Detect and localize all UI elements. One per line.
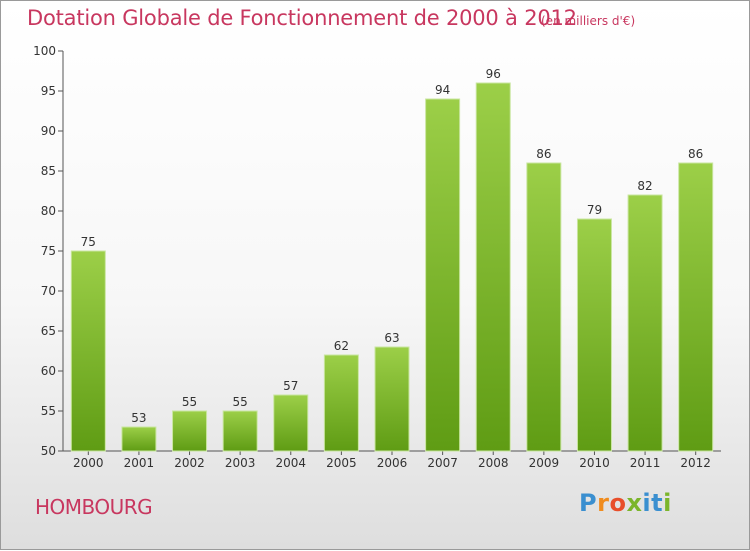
data-label-2007: 94 xyxy=(435,83,450,97)
y-tick-label: 55 xyxy=(41,404,56,418)
x-tick-label: 2001 xyxy=(124,456,155,470)
y-tick-label: 75 xyxy=(41,244,56,258)
x-tick-label: 2000 xyxy=(73,456,104,470)
data-label-2008: 96 xyxy=(486,67,501,81)
bar-2008 xyxy=(475,82,511,452)
data-label-2011: 82 xyxy=(637,179,652,193)
x-tick-label: 2010 xyxy=(579,456,610,470)
commune-name: HOMBOURG xyxy=(35,495,153,519)
bar-2007 xyxy=(425,98,461,452)
y-tick-label: 80 xyxy=(41,204,56,218)
data-label-2001: 53 xyxy=(131,411,146,425)
x-tick-label: 2012 xyxy=(680,456,711,470)
x-tick-label: 2009 xyxy=(529,456,560,470)
x-tick-label: 2003 xyxy=(225,456,256,470)
x-tick-label: 2005 xyxy=(326,456,357,470)
y-tick-label: 60 xyxy=(41,364,56,378)
chart-unit-note: (en milliers d'€) xyxy=(541,14,636,28)
logo-letter: x xyxy=(626,489,643,517)
bar-2006 xyxy=(374,346,410,452)
bar-2002 xyxy=(172,410,208,452)
logo-letter: t xyxy=(651,489,664,517)
data-label-2006: 63 xyxy=(384,331,399,345)
proxiti-logo[interactable]: Proxiti xyxy=(579,489,672,517)
logo-letter: i xyxy=(642,489,652,517)
logo-letter: r xyxy=(597,489,610,517)
x-tick-label: 2008 xyxy=(478,456,509,470)
bar-2011 xyxy=(627,194,663,452)
data-label-2009: 86 xyxy=(536,147,551,161)
chart-title: Dotation Globale de Fonctionnement de 20… xyxy=(27,6,577,30)
logo-letter: o xyxy=(609,489,627,517)
bar-2000 xyxy=(70,250,106,452)
x-tick-label: 2002 xyxy=(174,456,205,470)
chart-axes: 50 55 60 65 70 75 80 85 90 95 100 2000 2001 2002 2003 2… xyxy=(33,44,721,470)
bar-2012 xyxy=(678,162,714,452)
bar-2005 xyxy=(323,354,359,452)
bar-2009 xyxy=(526,162,562,452)
y-tick-label: 70 xyxy=(41,284,56,298)
data-label-2010: 79 xyxy=(587,203,602,217)
chart-labels: 75 53 55 55 57 62 63 94 96 86 79 82 86 xyxy=(81,67,704,425)
x-tick-label: 2006 xyxy=(377,456,408,470)
data-label-2005: 62 xyxy=(334,339,349,353)
chart-bars xyxy=(70,82,714,452)
data-label-2003: 55 xyxy=(233,395,248,409)
y-tick-label: 90 xyxy=(41,124,56,138)
logo-letter: P xyxy=(579,489,598,517)
y-tick-label: 100 xyxy=(33,44,56,58)
bar-2003 xyxy=(222,410,258,452)
data-label-2012: 86 xyxy=(688,147,703,161)
y-tick-label: 95 xyxy=(41,84,56,98)
data-label-2002: 55 xyxy=(182,395,197,409)
x-tick-label: 2011 xyxy=(630,456,661,470)
bar-2010 xyxy=(576,218,612,452)
x-tick-label: 2007 xyxy=(427,456,458,470)
y-tick-label: 50 xyxy=(41,444,56,458)
bar-2004 xyxy=(273,394,309,452)
data-label-2004: 57 xyxy=(283,379,298,393)
y-tick-label: 65 xyxy=(41,324,56,338)
x-tick-label: 2004 xyxy=(275,456,306,470)
y-tick-label: 85 xyxy=(41,164,56,178)
bar-2001 xyxy=(121,426,157,452)
data-label-2000: 75 xyxy=(81,235,96,249)
logo-letter: i xyxy=(663,489,672,517)
